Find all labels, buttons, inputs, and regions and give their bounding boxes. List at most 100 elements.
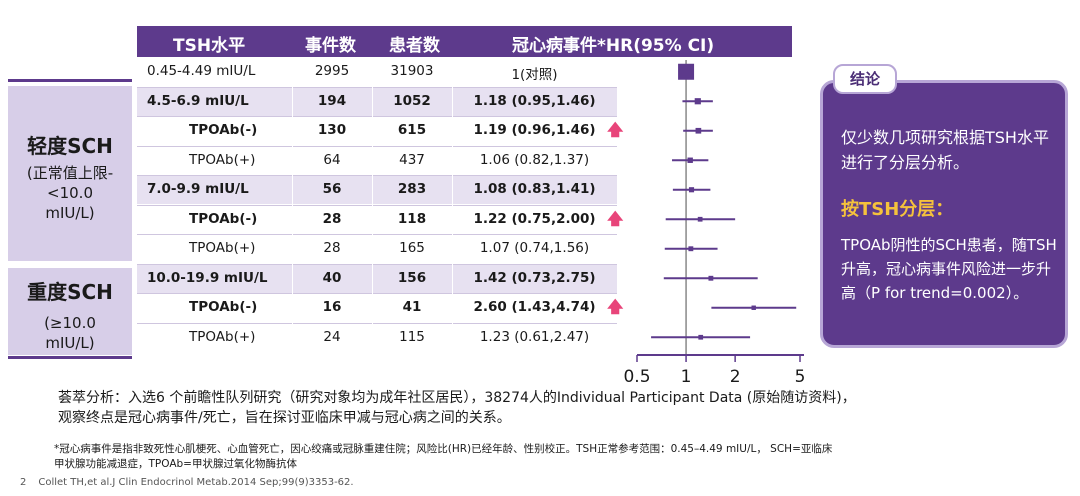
x-tick-label: 0.5 xyxy=(623,367,650,387)
analysis-line-2: 观察终点是冠心病事件/死亡，旨在探讨亚临床甲减与冠心病之间的关系。 xyxy=(58,410,511,426)
x-tick-label: 5 xyxy=(795,367,806,387)
group-mild-sch: 轻度SCH (正常值上限- <10.0 mIU/L) xyxy=(8,86,132,261)
x-tick-label: 2 xyxy=(730,367,741,387)
row-hr: 1.42 (0.73,2.75) xyxy=(473,269,596,286)
row-hr: 1.23 (0.61,2.47) xyxy=(479,328,590,345)
row-divider xyxy=(137,204,617,206)
table-row: 4.5-6.9 mIU/L 194 1052 1.18 (0.95,1.46) xyxy=(137,86,617,116)
hr-point xyxy=(678,63,695,80)
row-label: TPOAb(+) xyxy=(189,151,256,168)
conclusion-text-1: 仅少数几项研究根据TSH水平进行了分层分析。 xyxy=(841,128,1049,172)
group-severe-title: 重度SCH xyxy=(27,280,113,304)
row-divider xyxy=(137,234,617,235)
row-patients: 31903 xyxy=(390,63,434,79)
table-row: 0.45-4.49 mIU/L 2995 31903 1(对照) xyxy=(137,57,617,86)
header-events: 事件数 xyxy=(305,36,356,56)
group-rule-top xyxy=(8,79,132,82)
row-label: 0.45-4.49 mIU/L xyxy=(147,63,256,79)
conclusion-tab: 结论 xyxy=(833,64,897,94)
row-hr: 1.06 (0.82,1.37) xyxy=(479,151,590,168)
row-events: 194 xyxy=(317,92,347,109)
row-patients: 615 xyxy=(397,122,427,138)
row-divider xyxy=(137,145,617,147)
hr-point xyxy=(751,305,756,310)
column-divider xyxy=(292,57,293,357)
row-events: 28 xyxy=(322,210,342,227)
hr-point xyxy=(698,334,704,340)
row-label: TPOAb(+) xyxy=(189,240,256,256)
conclusion-heading: 按TSH分层： xyxy=(841,199,954,220)
row-divider xyxy=(137,293,617,294)
page-number: 2 xyxy=(20,477,27,488)
row-patients: 1052 xyxy=(393,92,431,109)
group-mild-sub2: <10.0 xyxy=(47,184,93,202)
row-divider xyxy=(137,86,617,88)
row-hr: 1.19 (0.96,1.46) xyxy=(473,122,596,138)
row-hr: 1.18 (0.95,1.46) xyxy=(473,92,596,109)
footnote-line-1: *冠心病事件是指非致死性心肌梗死、心血管死亡，因心绞痛或冠脉重建住院；风险比(H… xyxy=(54,443,833,455)
row-patients: 118 xyxy=(397,210,427,227)
row-patients: 115 xyxy=(399,328,425,345)
footnote-line-2: 甲状腺功能减退症，TPOAb=甲状腺过氧化物酶抗体 xyxy=(54,458,297,470)
row-patients: 41 xyxy=(402,299,422,315)
row-events: 16 xyxy=(322,299,342,315)
row-patients: 156 xyxy=(397,269,427,286)
hr-point xyxy=(688,187,695,193)
group-severe-sch: 重度SCH (≥10.0 mIU/L) xyxy=(8,268,132,355)
group-mild-sub1: (正常值上限- xyxy=(26,164,114,182)
hr-point xyxy=(695,127,702,134)
row-hr: 1.07 (0.74,1.56) xyxy=(479,240,590,256)
table-row: TPOAb(-) 16 41 2.60 (1.43,4.74) 🡅 xyxy=(137,293,623,322)
table-row: TPOAb(-) 130 615 1.19 (0.96,1.46) 🡅 xyxy=(137,116,623,145)
row-label: TPOAb(-) xyxy=(189,122,258,138)
row-events: 24 xyxy=(323,328,341,345)
header-tsh: TSH水平 xyxy=(173,36,246,56)
table-row: TPOAb(+) 64 437 1.06 (0.82,1.37) xyxy=(137,146,617,175)
row-hr: 2.60 (1.43,4.74) xyxy=(473,299,596,315)
group-rule-bottom xyxy=(8,356,132,359)
analysis-line-1: 荟萃分析：入选6 个前瞻性队列研究（研究对象均为成年社区居民），38274人的I… xyxy=(58,390,856,406)
table-row: TPOAb(+) 28 165 1.07 (0.74,1.56) xyxy=(137,234,617,263)
conclusion-text-2: TPOAb阴性的SCH患者，随TSH升高，冠心病事件风险进一步升高（P for … xyxy=(841,236,1057,302)
reference: 2 Collet TH,et al.J Clin Endocrinol Metab… xyxy=(20,477,366,488)
row-divider xyxy=(137,263,617,265)
row-patients: 437 xyxy=(399,151,425,168)
row-events: 2995 xyxy=(314,63,350,79)
column-divider xyxy=(372,57,373,357)
table-row: 7.0-9.9 mIU/L 56 283 1.08 (0.83,1.41) xyxy=(137,175,617,204)
hr-point xyxy=(708,275,714,281)
trend-up-arrow: 🡅 xyxy=(607,208,624,228)
row-label: TPOAb(-) xyxy=(189,299,258,315)
conclusion-tab-label: 结论 xyxy=(849,70,880,88)
row-label: 4.5-6.9 mIU/L xyxy=(147,92,249,109)
row-events: 28 xyxy=(323,240,341,256)
row-label: 7.0-9.9 mIU/L xyxy=(147,181,249,197)
table-row: TPOAb(+) 24 115 1.23 (0.61,2.47) xyxy=(137,323,617,352)
row-patients: 165 xyxy=(399,240,425,256)
row-hr: 1(对照) xyxy=(511,67,558,83)
row-divider xyxy=(137,116,617,117)
group-severe-sub2: mIU/L) xyxy=(45,334,95,352)
row-hr: 1.08 (0.83,1.41) xyxy=(473,181,596,197)
row-patients: 283 xyxy=(397,181,427,197)
group-mild-sub3: mIU/L) xyxy=(45,204,95,222)
header-hr: 冠心病事件*HR(95% CI) xyxy=(512,36,715,56)
group-mild-title: 轻度SCH xyxy=(27,134,113,158)
group-severe-sub1: (≥10.0 xyxy=(44,314,96,332)
row-divider xyxy=(137,175,617,176)
row-events: 64 xyxy=(323,151,341,168)
citation: Collet TH,et al.J Clin Endocrinol Metab.… xyxy=(38,477,354,488)
hr-point xyxy=(694,98,701,105)
row-hr: 1.22 (0.75,2.00) xyxy=(473,210,596,227)
row-label: TPOAb(+) xyxy=(189,328,256,345)
row-events: 130 xyxy=(317,122,347,138)
row-label: 10.0-19.9 mIU/L xyxy=(147,269,268,286)
hr-point xyxy=(688,246,694,252)
conclusion-card: 仅少数几项研究根据TSH水平进行了分层分析。 按TSH分层： TPOAb阴性的S… xyxy=(820,80,1068,348)
hr-point xyxy=(697,216,703,222)
table-row: 10.0-19.9 mIU/L 40 156 1.42 (0.73,2.75) xyxy=(137,263,617,293)
row-events: 40 xyxy=(322,269,342,286)
column-divider xyxy=(452,57,453,357)
row-events: 56 xyxy=(322,181,342,197)
